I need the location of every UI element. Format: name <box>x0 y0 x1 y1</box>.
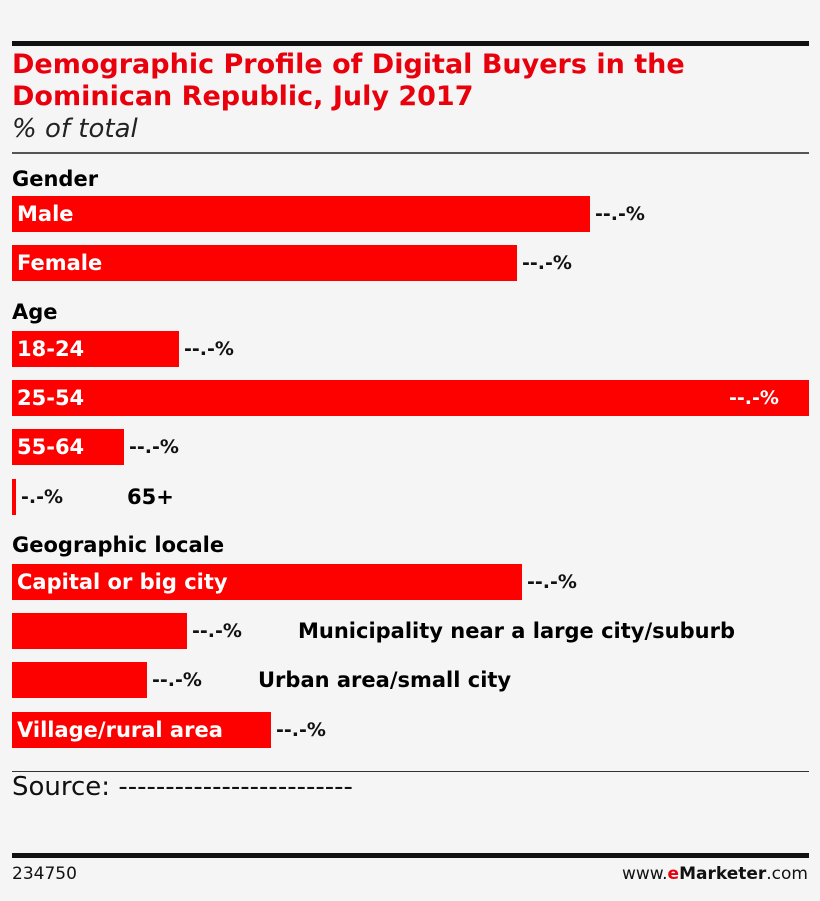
bar <box>12 613 187 649</box>
value-label: --.-% <box>276 719 326 741</box>
value-label: --.-% <box>192 620 242 642</box>
value-label: --.-% <box>522 252 572 274</box>
bar-label: Municipality near a large city/suburb <box>298 619 735 643</box>
bar <box>12 429 124 465</box>
brand-link[interactable]: www.eMarketer.com <box>622 864 808 884</box>
value-label: -.-% <box>21 486 64 508</box>
bar <box>12 662 147 698</box>
bar <box>12 196 590 232</box>
bar-label: Male <box>17 202 74 226</box>
bar <box>12 564 522 600</box>
chart-subtitle: % of total <box>12 114 138 144</box>
value-label: --.-% <box>595 203 645 225</box>
brand-e: e <box>667 864 680 884</box>
bar <box>12 479 16 515</box>
group-label: Age <box>12 300 58 324</box>
bar-label: 55-64 <box>17 435 85 459</box>
value-label: --.-% <box>152 669 202 691</box>
source-text: Source: ------------------------- <box>12 772 353 802</box>
bar-label: 65+ <box>127 485 174 509</box>
top-rule <box>12 41 809 46</box>
chart-id: 234750 <box>12 864 77 884</box>
bar-label: Village/rural area <box>17 718 223 742</box>
value-label: --.-% <box>527 571 577 593</box>
bar-label: Female <box>17 251 103 275</box>
brand-name: Marketer <box>679 864 767 884</box>
subtitle-rule <box>12 152 809 154</box>
value-label: --.-% <box>729 387 779 409</box>
bar <box>12 331 179 367</box>
brand-suffix: .com <box>766 864 808 884</box>
source-rule <box>12 771 809 772</box>
bar <box>12 380 809 416</box>
brand-prefix: www. <box>621 864 668 884</box>
bar <box>12 712 271 748</box>
bar-label: Urban area/small city <box>258 668 512 692</box>
bar <box>12 245 517 281</box>
footer-rule <box>12 853 809 858</box>
value-label: --.-% <box>129 436 179 458</box>
bar-label: Capital or big city <box>17 570 228 594</box>
value-label: --.-% <box>184 338 234 360</box>
bar-label: 18-24 <box>17 337 85 361</box>
group-label: Geographic locale <box>12 533 225 557</box>
bar-label: 25-54 <box>17 386 85 410</box>
chart-title: Demographic Profile of Digital Buyers in… <box>12 49 685 112</box>
group-label: Gender <box>12 167 99 191</box>
